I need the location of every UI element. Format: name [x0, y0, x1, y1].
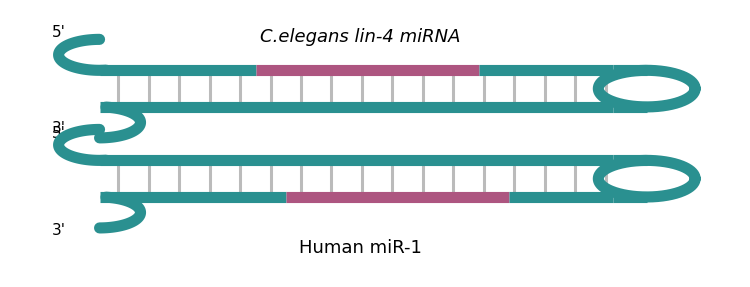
Text: 3': 3'	[52, 121, 65, 135]
Text: C.elegans lin-4 miRNA: C.elegans lin-4 miRNA	[260, 28, 460, 46]
Text: 3': 3'	[52, 223, 65, 238]
Text: Human miR-1: Human miR-1	[298, 238, 422, 257]
Text: 5': 5'	[52, 25, 65, 40]
Text: 5': 5'	[52, 126, 65, 141]
